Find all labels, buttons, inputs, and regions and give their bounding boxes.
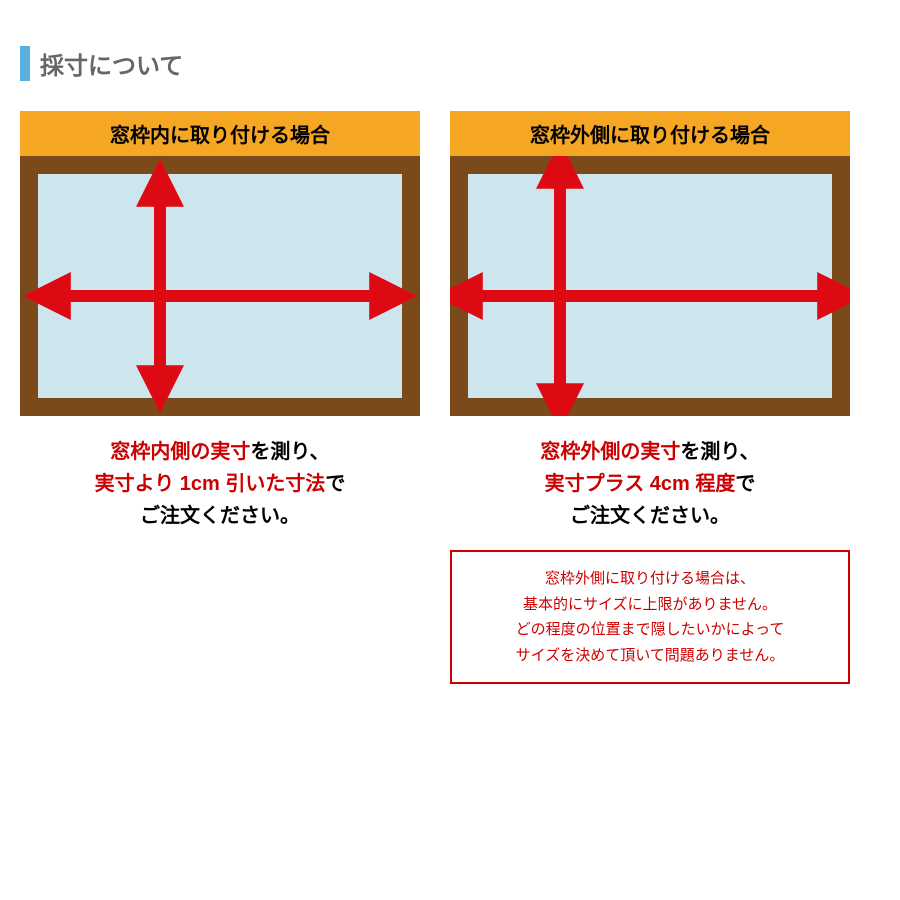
window-frame-inside	[20, 156, 420, 416]
desc-inside-l2-black: で	[325, 473, 345, 495]
panels-container: 窓枠内に取り付ける場合 窓枠内側の実寸を測り、 実寸より 1cm 引いた寸法で …	[20, 111, 880, 684]
note-l4: サイズを決めて頂いて問題ありません。	[516, 647, 785, 664]
note-outside: 窓枠外側に取り付ける場合は、 基本的にサイズに上限がありません。 どの程度の位置…	[450, 550, 850, 684]
desc-inside-l2-red-a: 実寸より	[95, 473, 180, 495]
page-title: 採寸について	[20, 46, 880, 81]
desc-outside-l2-red-b: 4cm 程度	[650, 473, 736, 495]
desc-inside-l1-red: 窓枠内側の実寸	[110, 441, 250, 463]
desc-outside-l2-red-a: 実寸プラス	[545, 473, 650, 495]
desc-inside-l1-black: を測り、	[250, 441, 329, 463]
panel-outside: 窓枠外側に取り付ける場合 窓枠外側の実寸を測り、 実寸プラス 4cm 程度で ご…	[450, 111, 850, 684]
note-l1: 窓枠外側に取り付ける場合は、	[545, 570, 755, 587]
window-frame-outside	[450, 156, 850, 416]
desc-inside-l2-red-b: 1cm 引いた寸法	[180, 473, 326, 495]
desc-inside-l3: ご注文ください。	[140, 505, 300, 527]
desc-outside-l1-black: を測り、	[680, 441, 759, 463]
note-l2: 基本的にサイズに上限がありません。	[523, 596, 777, 613]
desc-outside-l2-black: で	[735, 473, 755, 495]
panel-outside-header: 窓枠外側に取り付ける場合	[450, 111, 850, 156]
panel-inside: 窓枠内に取り付ける場合 窓枠内側の実寸を測り、 実寸より 1cm 引いた寸法で …	[20, 111, 420, 532]
desc-inside: 窓枠内側の実寸を測り、 実寸より 1cm 引いた寸法で ご注文ください。	[95, 436, 346, 532]
window-inside	[20, 156, 420, 416]
desc-outside-l1-red: 窓枠外側の実寸	[540, 441, 680, 463]
panel-inside-header: 窓枠内に取り付ける場合	[20, 111, 420, 156]
desc-outside: 窓枠外側の実寸を測り、 実寸プラス 4cm 程度で ご注文ください。	[540, 436, 759, 532]
desc-outside-l3: ご注文ください。	[570, 505, 730, 527]
note-l3: どの程度の位置まで隠したいかによって	[516, 621, 785, 638]
window-outside	[450, 156, 850, 416]
